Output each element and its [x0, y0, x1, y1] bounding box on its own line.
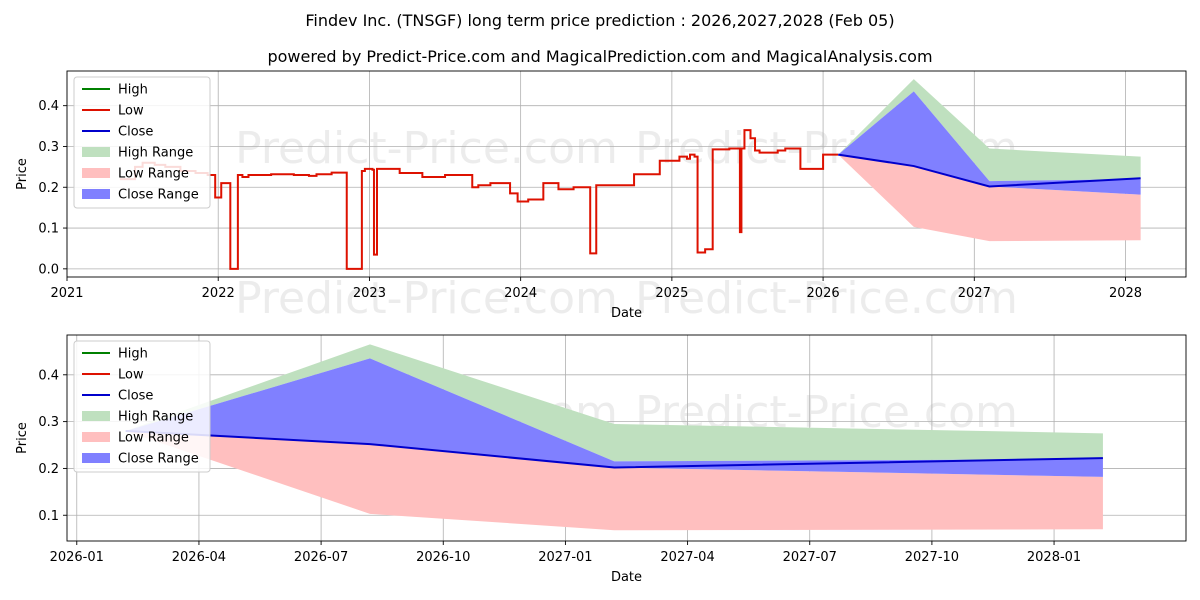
legend-close-range-label: Close Range	[118, 188, 199, 203]
watermark-text: Predict-Price.com	[635, 273, 1018, 324]
plot-frame	[66, 70, 1187, 278]
legend-close-label: Close	[118, 125, 153, 140]
plot-frame	[66, 334, 1187, 542]
y-axis-label: Price	[15, 422, 30, 454]
legend-close-range-swatch	[82, 189, 110, 199]
legend-high-range-label: High Range	[118, 146, 193, 161]
chart-title: Findev Inc. (TNSGF) long term price pred…	[305, 11, 894, 30]
close-range-band	[838, 91, 1141, 195]
x-tick-label: 2023	[353, 286, 386, 301]
legend-high-range-label: High Range	[118, 410, 193, 425]
x-tick-label: 2027-01	[538, 550, 592, 565]
x-tick-label: 2027-10	[905, 550, 959, 565]
legend-low-range-swatch	[82, 432, 110, 442]
legend-low-range-label: Low Range	[118, 431, 189, 446]
y-axis-label: Price	[15, 158, 30, 190]
x-axis-label: Date	[611, 570, 642, 585]
watermark-text: Predict-Price.com	[235, 123, 618, 174]
close-range-band	[125, 358, 1103, 477]
legend-high-label: High	[118, 347, 148, 362]
y-tick-label: 0.3	[38, 140, 59, 155]
x-axis-label: Date	[611, 306, 642, 321]
x-tick-label: 2028-01	[1027, 550, 1081, 565]
low-range-band	[838, 154, 1141, 242]
x-tick-label: 2028	[1109, 286, 1142, 301]
y-tick-label: 0.4	[38, 368, 59, 383]
x-tick-label: 2026	[807, 286, 840, 301]
legend-high-range-swatch	[82, 147, 110, 157]
x-tick-label: 2021	[50, 286, 83, 301]
bottom-chart-panel: Predict-Price.comPredict-Price.com2026-0…	[15, 334, 1187, 585]
x-tick-label: 2024	[504, 286, 537, 301]
legend-close-range-label: Close Range	[118, 452, 199, 467]
plot-area	[119, 79, 1141, 270]
legend-low-range-swatch	[82, 168, 110, 178]
legend-low-label: Low	[118, 104, 144, 119]
top-chart-panel: Predict-Price.com Predict-Price.com Predic…	[15, 70, 1187, 324]
x-tick-label: 2027-07	[783, 550, 837, 565]
y-tick-label: 0.2	[38, 462, 59, 477]
legend-high-range-swatch	[82, 411, 110, 421]
y-tick-label: 0.3	[38, 415, 59, 430]
legend: High Low Close High Range Low Range Close Ran…	[73, 340, 211, 473]
chart-subtitle: powered by Predict-Price.com and Magical…	[267, 47, 932, 66]
x-tick-label: 2027-04	[660, 550, 714, 565]
x-tick-label: 2026-01	[50, 550, 104, 565]
high-range-band	[838, 79, 1141, 182]
y-tick-label: 0.4	[38, 99, 59, 114]
y-tick-label: 0.1	[38, 222, 59, 237]
plot-area	[125, 344, 1103, 531]
high-range-band	[125, 344, 1103, 462]
y-tick-label: 0.0	[38, 262, 59, 277]
legend-close-label: Close	[118, 389, 153, 404]
legend-low-label: Low	[118, 368, 144, 383]
x-tick-label: 2026-10	[416, 550, 470, 565]
legend-close-range-swatch	[82, 453, 110, 463]
x-tick-label: 2027	[958, 286, 991, 301]
x-tick-label: 2026-04	[172, 550, 226, 565]
low-price-line	[119, 129, 839, 270]
close-forecast-line	[838, 153, 1141, 188]
y-tick-label: 0.2	[38, 181, 59, 196]
x-tick-label: 2022	[202, 286, 235, 301]
legend: High Low Close High Range Low Range Close Ran…	[73, 76, 211, 209]
x-tick-label: 2025	[655, 286, 688, 301]
x-tick-label: 2026-07	[294, 550, 348, 565]
legend-low-range-label: Low Range	[118, 167, 189, 182]
low-range-band	[125, 430, 1103, 531]
legend-high-label: High	[118, 83, 148, 98]
close-forecast-line	[125, 429, 1103, 469]
watermark-text: Predict-Price.com	[235, 273, 618, 324]
y-tick-label: 0.1	[38, 509, 59, 524]
